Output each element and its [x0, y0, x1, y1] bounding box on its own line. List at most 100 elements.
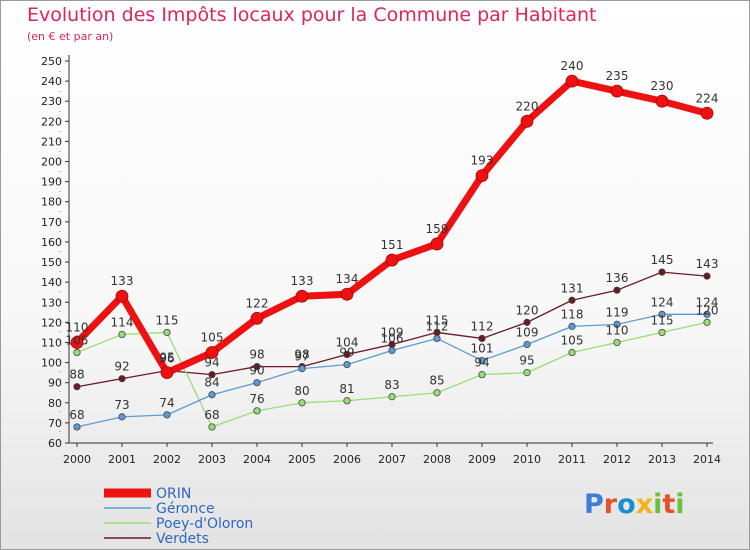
data-label-g-ronce: 124	[651, 295, 674, 309]
y-tick-label: 160	[41, 236, 62, 249]
data-label-poey-d-oloron: 105	[561, 334, 584, 348]
data-point-poey-d-oloron	[568, 348, 576, 357]
data-label-poey-d-oloron: 95	[519, 354, 534, 368]
data-label-orin: 134	[336, 272, 359, 286]
x-tick-label: 2001	[108, 453, 136, 466]
data-label-orin: 240	[561, 59, 584, 73]
data-point-g-ronce	[253, 379, 261, 387]
legend-item-verdets: Verdets	[104, 531, 209, 547]
data-point-orin	[700, 106, 714, 120]
data-point-g-ronce	[118, 413, 126, 421]
data-label-orin: 133	[291, 274, 314, 288]
data-label-orin: 230	[651, 79, 674, 93]
data-point-orin	[340, 287, 354, 301]
legend-label: Poey-d'Oloron	[156, 516, 253, 532]
data-point-verdets	[253, 362, 261, 371]
data-label-g-ronce: 106	[381, 332, 404, 346]
data-label-g-ronce: 84	[204, 376, 219, 390]
data-label-orin: 151	[381, 238, 404, 252]
data-label-verdets: 145	[651, 253, 674, 267]
data-point-g-ronce	[208, 391, 216, 399]
data-label-poey-d-oloron: 81	[339, 382, 354, 396]
data-point-poey-d-oloron	[253, 407, 261, 415]
x-tick-label: 2002	[153, 453, 181, 466]
data-label-poey-d-oloron: 120	[696, 303, 719, 317]
data-point-g-ronce	[658, 310, 666, 318]
legend-label: Verdets	[156, 531, 209, 547]
data-point-g-ronce	[388, 346, 396, 355]
data-label-poey-d-oloron: 68	[204, 408, 219, 422]
data-point-g-ronce	[73, 423, 81, 431]
data-point-poey-d-oloron	[613, 338, 621, 347]
data-label-verdets: 112	[471, 319, 494, 333]
y-tick-label: 170	[41, 216, 62, 229]
data-label-g-ronce: 90	[249, 364, 264, 378]
y-tick-label: 230	[41, 95, 62, 108]
data-point-poey-d-oloron	[163, 328, 171, 337]
data-point-g-ronce	[298, 365, 306, 373]
y-tick-label: 200	[41, 156, 62, 169]
data-point-verdets	[523, 318, 531, 326]
data-point-g-ronce	[523, 340, 531, 349]
x-tick-label: 2007	[378, 453, 406, 466]
data-label-verdets: 131	[561, 281, 584, 295]
x-tick-label: 2004	[243, 453, 271, 466]
data-label-verdets: 136	[606, 271, 629, 285]
data-label-poey-d-oloron: 80	[294, 384, 309, 398]
data-point-verdets	[208, 371, 216, 379]
data-label-poey-d-oloron: 115	[651, 313, 674, 327]
data-point-verdets	[613, 286, 621, 294]
data-label-g-ronce: 109	[516, 325, 539, 339]
x-tick-label: 2005	[288, 453, 316, 466]
x-tick-label: 2003	[198, 453, 226, 466]
legend-item-poey-d-oloron: Poey-d'Oloron	[104, 516, 253, 532]
data-point-orin	[295, 289, 309, 303]
series-layer	[70, 74, 714, 431]
data-label-g-ronce: 74	[159, 396, 174, 410]
data-label-orin: 220	[516, 99, 539, 113]
data-point-poey-d-oloron	[433, 389, 441, 397]
data-point-verdets	[478, 334, 486, 343]
data-point-orin	[475, 169, 489, 183]
data-point-g-ronce	[568, 322, 576, 330]
data-label-verdets: 88	[69, 368, 84, 382]
data-point-orin	[610, 84, 624, 98]
data-label-g-ronce: 73	[114, 398, 129, 412]
y-tick-label: 240	[41, 75, 62, 88]
data-label-g-ronce: 112	[426, 319, 449, 333]
data-label-poey-d-oloron: 105	[66, 334, 89, 348]
data-label-orin: 224	[696, 91, 719, 105]
data-point-verdets	[568, 296, 576, 304]
data-label-g-ronce: 124	[696, 295, 719, 309]
data-label-orin: 193	[471, 154, 494, 168]
data-point-g-ronce	[613, 320, 621, 328]
y-tick-label: 220	[41, 115, 62, 128]
data-point-poey-d-oloron	[73, 348, 81, 357]
data-point-poey-d-oloron	[388, 393, 396, 401]
data-label-verdets: 98	[294, 348, 309, 362]
data-point-orin	[520, 114, 534, 128]
data-label-orin: 159	[426, 222, 449, 236]
x-tick-label: 2008	[423, 453, 451, 466]
x-tick-label: 2006	[333, 453, 361, 466]
data-label-poey-d-oloron: 115	[156, 313, 179, 327]
data-point-orin	[565, 74, 579, 88]
x-tick-label: 2009	[468, 453, 496, 466]
y-tick-label: 180	[41, 196, 62, 209]
data-point-g-ronce	[433, 334, 441, 343]
y-tick-label: 80	[48, 397, 62, 410]
data-label-g-ronce: 119	[606, 305, 629, 319]
data-point-poey-d-oloron	[208, 423, 216, 431]
data-label-verdets: 143	[696, 257, 719, 271]
data-point-poey-d-oloron	[478, 371, 486, 379]
y-tick-label: 150	[41, 256, 62, 269]
data-point-g-ronce	[163, 411, 171, 419]
data-label-verdets: 98	[249, 348, 264, 362]
data-label-orin: 105	[201, 331, 224, 345]
x-tick-label: 2011	[558, 453, 586, 466]
data-label-verdets: 109	[381, 325, 404, 339]
data-label-g-ronce: 101	[471, 342, 494, 356]
data-label-verdets: 94	[204, 356, 219, 370]
